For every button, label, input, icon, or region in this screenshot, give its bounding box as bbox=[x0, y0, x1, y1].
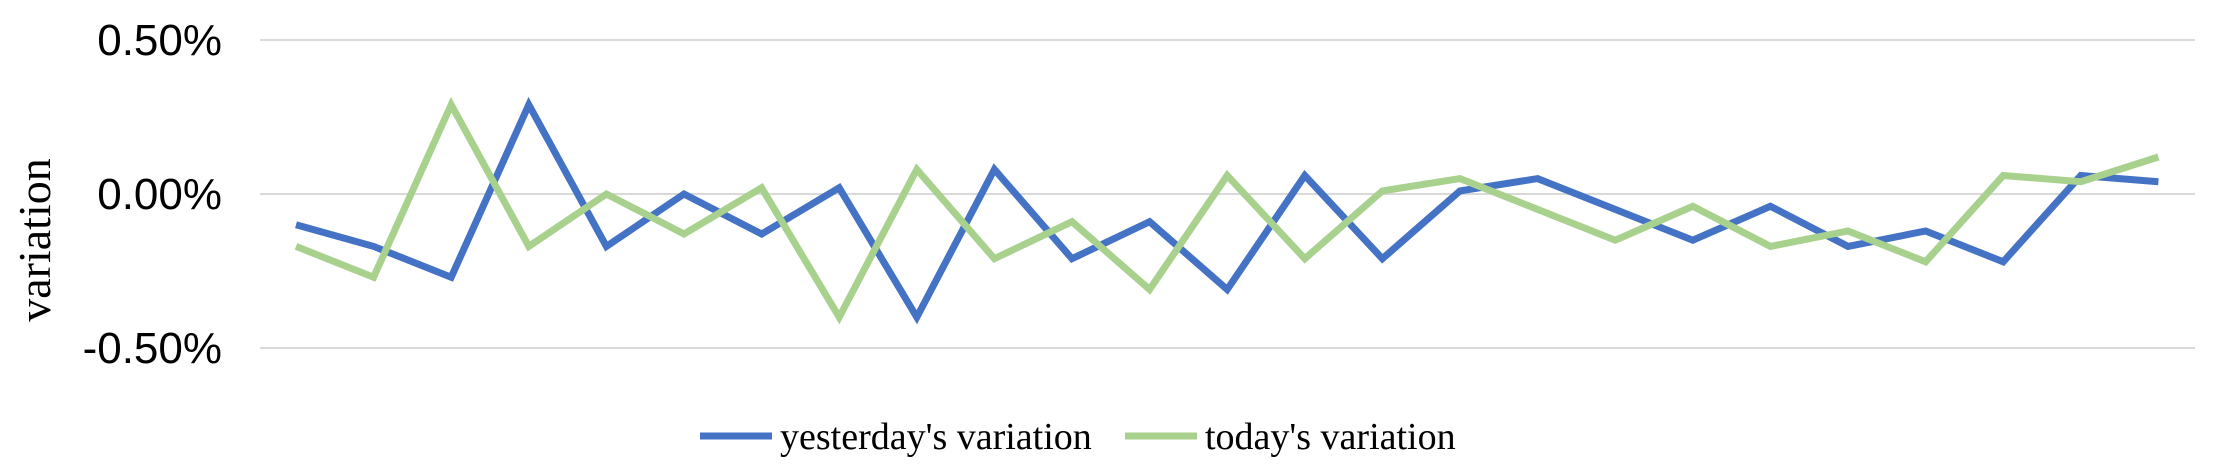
gridlines bbox=[260, 39, 2195, 349]
legend: yesterday's variation today's variation bbox=[700, 416, 1456, 458]
legend-label-1: yesterday's variation bbox=[780, 416, 1092, 458]
y-tick-label: 0.50% bbox=[97, 16, 222, 65]
legend-label-2: today's variation bbox=[1205, 416, 1456, 458]
series-lines bbox=[294, 96, 2160, 325]
y-tick-label: -0.50% bbox=[83, 324, 222, 373]
series-line-2 bbox=[294, 96, 2160, 325]
y-tick-labels: 0.50% 0.00% -0.50% bbox=[83, 16, 222, 373]
y-axis-title: variation bbox=[9, 158, 60, 322]
y-tick-label: 0.00% bbox=[97, 170, 222, 219]
series-line-1 bbox=[295, 96, 2159, 325]
